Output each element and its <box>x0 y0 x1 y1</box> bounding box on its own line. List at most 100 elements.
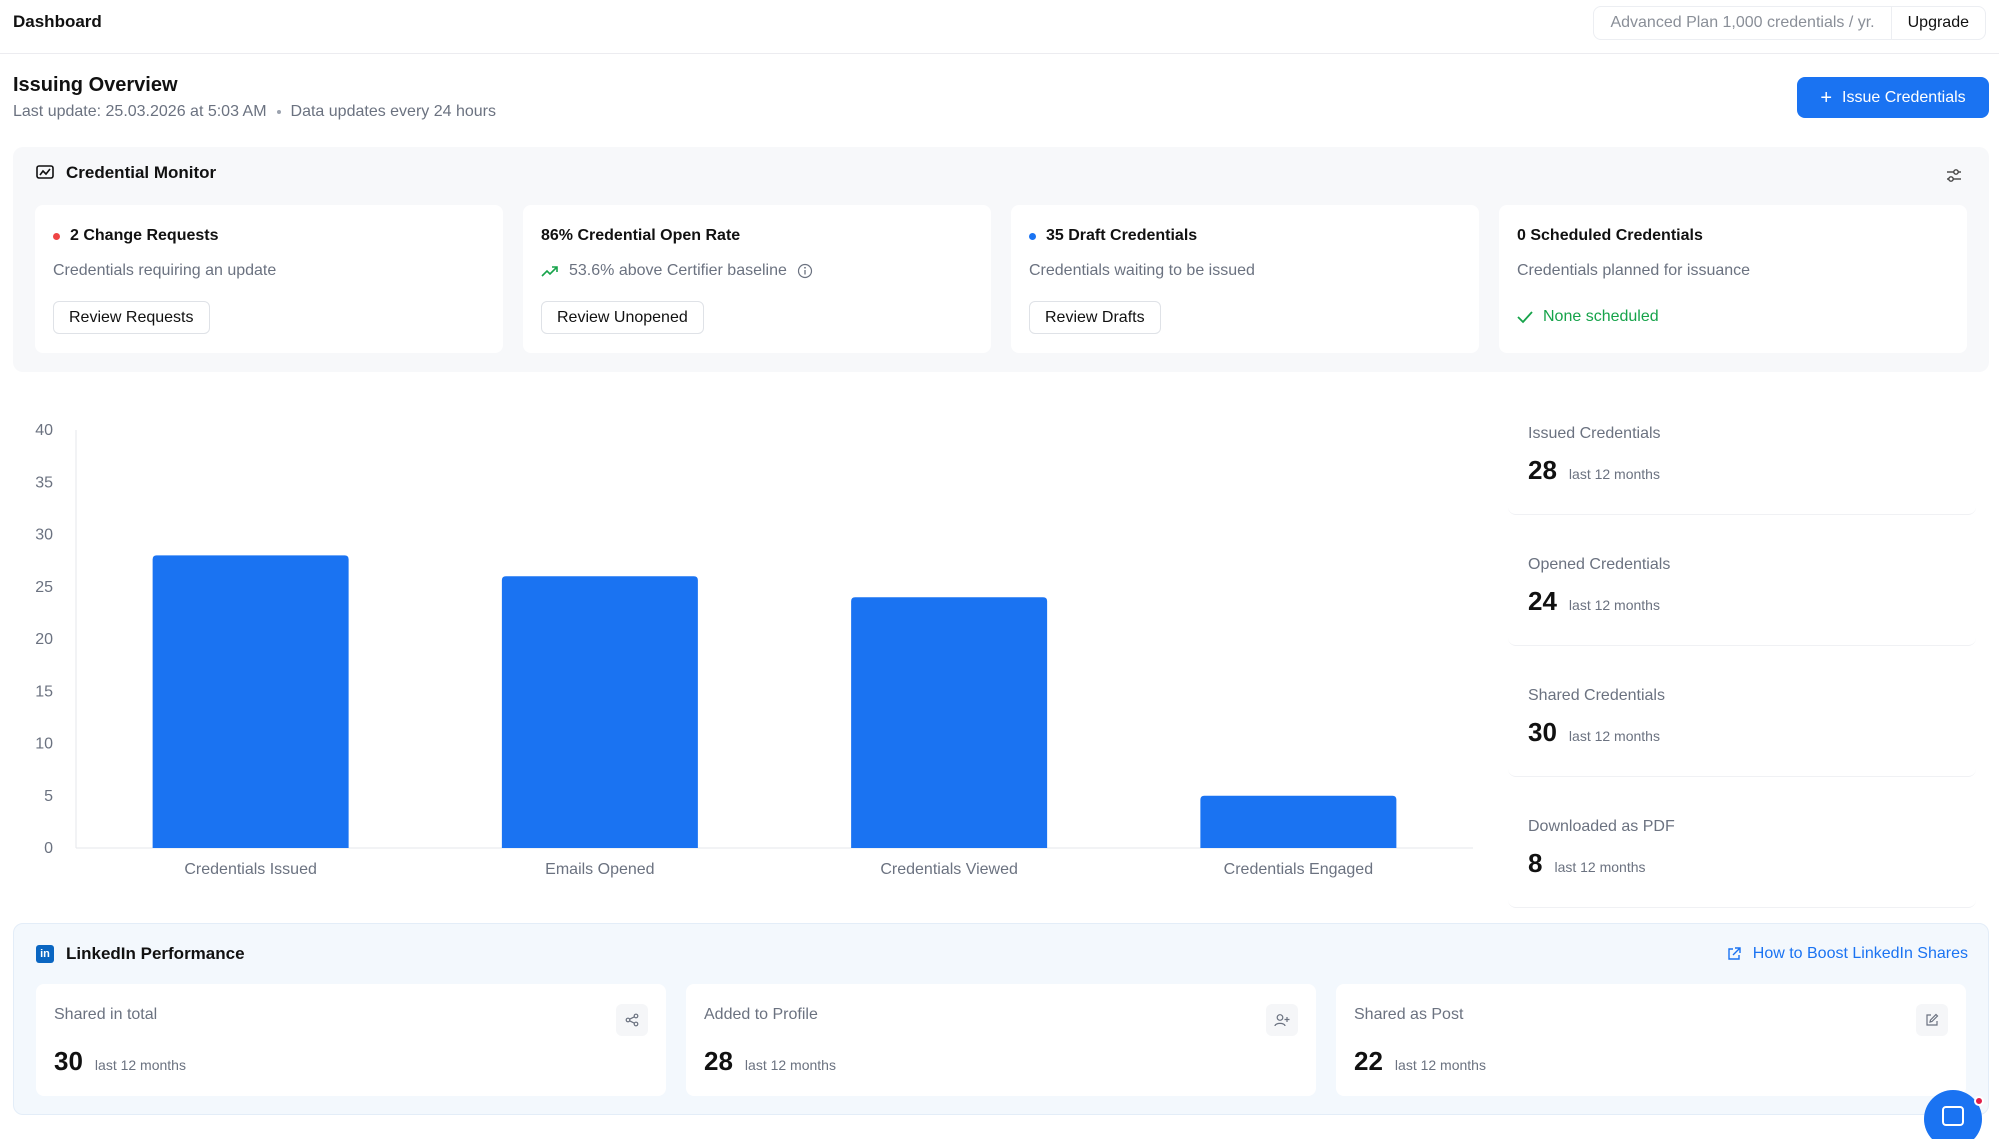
edit-icon <box>1916 1004 1948 1036</box>
card-heading: 86% Credential Open Rate <box>541 227 740 245</box>
card-value-row: 28 last 12 months <box>704 1046 836 1077</box>
shared-in-total-card: Shared in total 30 last 12 months <box>36 984 666 1096</box>
card-period: last 12 months <box>744 1057 836 1073</box>
stat-value-row: 28 last 12 months <box>1528 455 1660 486</box>
credential-monitor: Credential Monitor 2 Change Requests Cre… <box>13 147 1989 372</box>
issue-credentials-label: Issue Credentials <box>1842 88 1966 106</box>
bar-chart-svg: 0 5 10 15 20 25 30 35 40 Credentials Issued Emails… <box>35 422 1473 878</box>
check-icon <box>1517 311 1533 324</box>
stat-period: last 12 months <box>1568 597 1660 613</box>
card-value: 30 <box>54 1046 83 1076</box>
shared-credentials-stat: Shared Credentials 30 last 12 months <box>1508 665 1976 777</box>
y-tick-label: 5 <box>44 788 53 805</box>
stat-period: last 12 months <box>1554 859 1646 875</box>
y-tick-label: 25 <box>35 579 53 596</box>
card-description: Credentials planned for issuance <box>1517 262 1751 279</box>
info-icon[interactable] <box>797 263 813 279</box>
linkedin-title: LinkedIn Performance <box>66 944 245 963</box>
add-user-icon <box>1266 1004 1298 1036</box>
card-description: Credentials requiring an update <box>53 262 277 279</box>
baseline-text: 53.6% above Certifier baseline <box>569 262 787 279</box>
y-tick-label: 35 <box>35 474 53 491</box>
card-description: Credentials waiting to be issued <box>1029 262 1255 279</box>
stat-label: Downloaded as PDF <box>1528 818 1675 835</box>
top-bar: Dashboard Advanced Plan 1,000 credential… <box>0 0 1999 54</box>
card-title: 2 Change Requests <box>70 227 219 244</box>
plan-box: Advanced Plan 1,000 credentials / yr. Up… <box>1593 6 1986 40</box>
open-rate-card: 86% Credential Open Rate 53.6% above Cer… <box>523 205 991 353</box>
bar-credentials-engaged <box>1200 795 1397 848</box>
card-value: 28 <box>704 1046 733 1076</box>
stat-value: 24 <box>1528 586 1557 616</box>
boost-link-label: How to Boost LinkedIn Shares <box>1752 945 1968 962</box>
upgrade-button[interactable]: Upgrade <box>1907 14 1969 31</box>
review-drafts-button[interactable]: Review Drafts <box>1029 301 1161 334</box>
downloaded-pdf-stat: Downloaded as PDF 8 last 12 months <box>1508 796 1976 908</box>
card-period: last 12 months <box>1394 1057 1486 1073</box>
monitor-header: Credential Monitor <box>36 163 216 183</box>
card-label: Shared as Post <box>1354 1006 1464 1023</box>
scheduled-credentials-card: 0 Scheduled Credentials Credentials plan… <box>1499 205 1967 353</box>
stat-value-row: 30 last 12 months <box>1528 717 1660 748</box>
y-tick-label: 0 <box>44 840 53 857</box>
stat-period: last 12 months <box>1568 728 1660 744</box>
y-tick-label: 40 <box>35 422 53 439</box>
y-tick-label: 10 <box>35 736 53 753</box>
stat-value: 8 <box>1528 848 1543 878</box>
stat-value-row: 8 last 12 months <box>1528 848 1646 879</box>
stat-label: Opened Credentials <box>1528 556 1671 573</box>
issued-credentials-stat: Issued Credentials 28 last 12 months <box>1508 403 1976 515</box>
overview-subtitle: Last update: 25.03.2026 at 5:03 AM Data … <box>13 103 496 121</box>
update-frequency-text: Data updates every 24 hours <box>290 103 496 120</box>
card-heading: 0 Scheduled Credentials <box>1517 227 1703 245</box>
plan-label: Advanced Plan 1,000 credentials / yr. <box>1594 7 1892 39</box>
status-dot-red <box>53 232 60 240</box>
x-tick-label: Emails Opened <box>545 861 654 878</box>
last-update-text: Last update: 25.03.2026 at 5:03 AM <box>13 103 267 120</box>
support-chat-button[interactable] <box>1924 1090 1984 1139</box>
external-link-icon <box>1728 947 1741 960</box>
stat-value-row: 24 last 12 months <box>1528 586 1660 617</box>
stat-label: Issued Credentials <box>1528 425 1661 442</box>
y-tick-label: 30 <box>35 527 53 544</box>
card-heading: 2 Change Requests <box>53 227 218 245</box>
status-dot-blue <box>1029 232 1036 240</box>
page-title: Dashboard <box>13 12 102 31</box>
draft-credentials-card: 35 Draft Credentials Credentials waiting… <box>1011 205 1479 353</box>
card-period: last 12 months <box>94 1057 186 1073</box>
stat-period: last 12 months <box>1568 466 1660 482</box>
linkedin-header: in LinkedIn Performance <box>36 944 245 964</box>
funnel-bar-chart: 0 5 10 15 20 25 30 35 40 Credentials Issued Emails… <box>13 393 1491 898</box>
trend-up-icon <box>541 266 558 277</box>
linkedin-performance: in LinkedIn Performance How to Boost Lin… <box>13 923 1989 1115</box>
card-label: Shared in total <box>54 1006 158 1023</box>
card-value-row: 22 last 12 months <box>1354 1046 1486 1077</box>
notification-badge <box>1974 1096 1984 1106</box>
card-title: 86% Credential Open Rate <box>541 227 741 244</box>
linkedin-icon: in <box>36 945 54 963</box>
shared-as-post-card: Shared as Post 22 last 12 months <box>1336 984 1966 1096</box>
settings-sliders-icon[interactable] <box>1945 167 1963 185</box>
x-tick-label: Credentials Viewed <box>880 861 1018 878</box>
card-value: 22 <box>1354 1046 1383 1076</box>
issue-credentials-button[interactable]: + Issue Credentials <box>1797 77 1989 118</box>
boost-linkedin-link[interactable]: How to Boost LinkedIn Shares <box>1727 945 1968 963</box>
bar-emails-opened <box>501 576 698 848</box>
card-title: 35 Draft Credentials <box>1046 227 1198 244</box>
plus-icon: + <box>1820 86 1833 109</box>
separator-dot <box>276 110 281 114</box>
monitor-icon <box>36 165 54 179</box>
card-heading: 35 Draft Credentials <box>1029 227 1197 245</box>
review-requests-button[interactable]: Review Requests <box>53 301 210 334</box>
card-label: Added to Profile <box>704 1006 818 1023</box>
change-requests-card: 2 Change Requests Credentials requiring … <box>35 205 503 353</box>
stat-value: 30 <box>1528 717 1557 747</box>
card-value-row: 30 last 12 months <box>54 1046 186 1077</box>
review-unopened-button[interactable]: Review Unopened <box>541 301 704 334</box>
stat-value: 28 <box>1528 455 1557 485</box>
card-description: 53.6% above Certifier baseline <box>541 262 813 280</box>
y-tick-label: 20 <box>35 631 53 648</box>
overview-title: Issuing Overview <box>13 74 178 96</box>
none-scheduled-status: None scheduled <box>1517 308 1659 326</box>
share-icon <box>616 1004 648 1036</box>
